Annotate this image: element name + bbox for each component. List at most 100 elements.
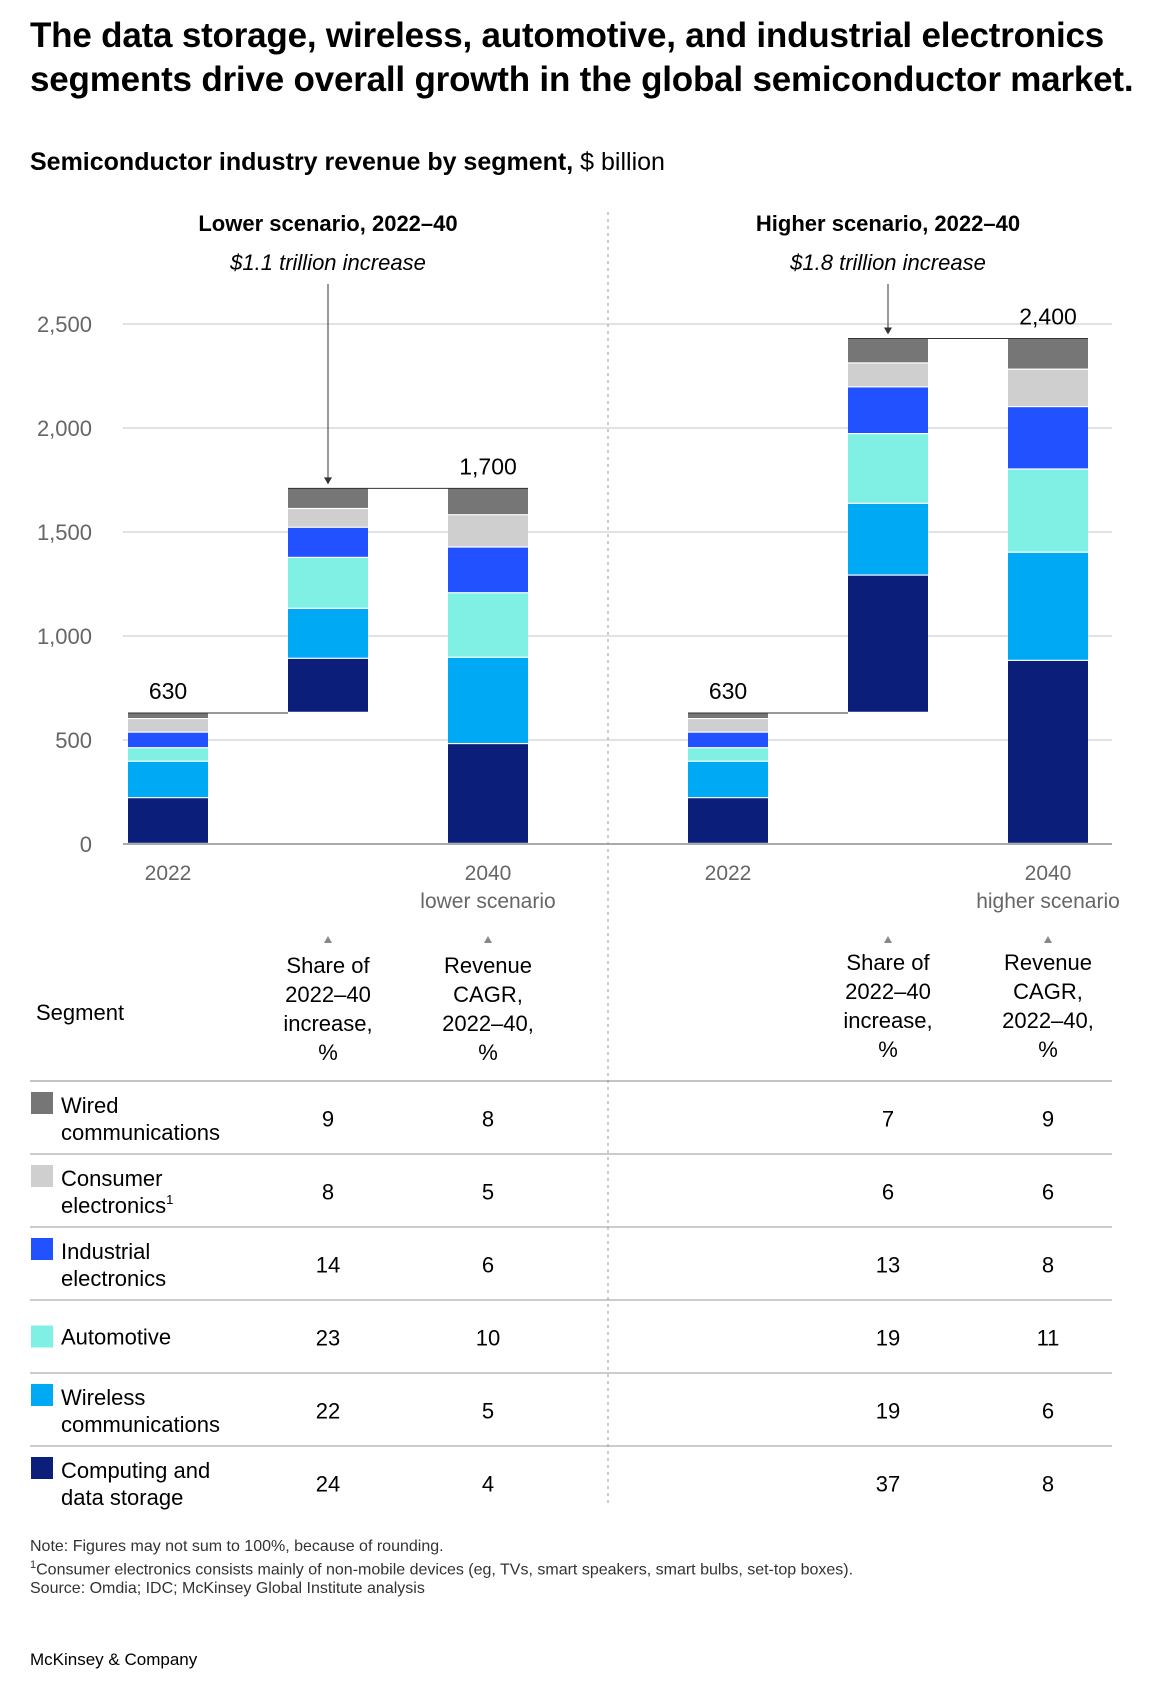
legend-swatch-automotive xyxy=(31,1325,53,1348)
bar-segment-automotive xyxy=(128,748,208,761)
bar-segment-wired xyxy=(288,488,368,508)
x-tick-label: lower scenario xyxy=(420,890,555,913)
lower-cagr-value: 4 xyxy=(482,1472,494,1497)
higher-cagr-value: 11 xyxy=(1037,1326,1060,1351)
lower-cagr-value: 5 xyxy=(482,1180,494,1205)
segment-label: Consumer xyxy=(61,1166,162,1191)
bar-segment-automotive xyxy=(1008,469,1088,552)
lower-cagr-value: 6 xyxy=(482,1253,494,1278)
bar-segment-consumer xyxy=(688,719,768,732)
higher-share-value: 19 xyxy=(876,1326,900,1351)
bar-segment-wired xyxy=(448,488,528,515)
segment-label: communications xyxy=(61,1120,220,1145)
segment-header: Segment xyxy=(36,1000,124,1025)
bar-segment-industrial xyxy=(448,547,528,593)
cagr-header-line: Revenue xyxy=(444,953,532,978)
segment-label: data storage xyxy=(61,1485,183,1510)
bar-segment-automotive xyxy=(448,593,528,657)
lower-cagr-value: 10 xyxy=(476,1326,500,1351)
lower-share-value: 24 xyxy=(316,1472,340,1497)
cagr-header-line: % xyxy=(1038,1037,1058,1062)
panel-header: Lower scenario, 2022–40 xyxy=(198,211,457,236)
footnote-mark: 1 xyxy=(30,1559,37,1571)
x-tick-label: 2022 xyxy=(705,862,752,885)
segment-label: Wired xyxy=(61,1093,118,1118)
higher-share-value: 13 xyxy=(876,1253,900,1278)
bar-segment-industrial xyxy=(688,732,768,748)
y-tick-label: 2,500 xyxy=(37,312,92,337)
bar-segment-industrial xyxy=(848,387,928,434)
column-marker-icon xyxy=(1044,936,1052,943)
cagr-header-line: CAGR, xyxy=(453,982,523,1007)
legend-swatch-wired xyxy=(31,1092,53,1114)
x-tick-label: 2040 xyxy=(1025,862,1072,885)
lower-share-value: 14 xyxy=(316,1253,340,1278)
footnote: 1Consumer electronics consists mainly of… xyxy=(30,1559,853,1579)
bar-segment-automotive xyxy=(688,748,768,761)
bar-segment-consumer xyxy=(128,719,208,732)
bar-segment-computing xyxy=(848,575,928,712)
bar-segment-consumer xyxy=(288,509,368,527)
higher-cagr-value: 8 xyxy=(1042,1253,1054,1278)
bar-segment-wireless xyxy=(448,657,528,743)
column-marker-icon xyxy=(484,936,492,943)
bar-segment-computing xyxy=(448,744,528,843)
bar-segment-wireless xyxy=(688,761,768,798)
segment-label: electronics1 xyxy=(61,1192,173,1218)
bar-segment-computing xyxy=(1008,660,1088,843)
share-header-line: Share of xyxy=(846,950,930,975)
lower-share-value: 23 xyxy=(316,1326,340,1351)
x-tick-label: higher scenario xyxy=(976,890,1120,913)
bar-segment-wireless xyxy=(128,761,208,798)
bar-total-label: 1,700 xyxy=(459,453,517,479)
increase-label: $1.1 trillion increase xyxy=(229,250,426,275)
legend-swatch-computing xyxy=(31,1457,53,1479)
higher-share-value: 6 xyxy=(882,1180,894,1205)
higher-cagr-value: 9 xyxy=(1042,1107,1054,1132)
y-tick-label: 0 xyxy=(80,832,92,857)
legend-swatch-wireless xyxy=(31,1384,53,1406)
higher-share-value: 37 xyxy=(876,1472,900,1497)
cagr-header-line: Revenue xyxy=(1004,950,1092,975)
bar-segment-computing xyxy=(288,658,368,712)
bar-segment-industrial xyxy=(128,732,208,748)
bar-segment-computing xyxy=(128,798,208,843)
bar-segment-automotive xyxy=(848,434,928,503)
segment-label: Computing and xyxy=(61,1458,210,1483)
chart-title: The data storage, wireless, automotive, … xyxy=(30,16,1134,99)
share-header-line: % xyxy=(318,1040,338,1065)
cagr-header-line: 2022–40, xyxy=(442,1011,534,1036)
bar-total-label: 630 xyxy=(149,678,187,704)
bar-segment-wired xyxy=(128,712,208,718)
lower-share-value: 8 xyxy=(322,1180,334,1205)
y-tick-label: 2,000 xyxy=(37,416,92,441)
legend-swatch-consumer xyxy=(31,1165,53,1187)
subtitle-bold: Semiconductor industry revenue by segmen… xyxy=(30,148,574,176)
bar-total-label: 630 xyxy=(709,678,747,704)
bar-segment-wireless xyxy=(288,608,368,658)
x-tick-label: 2022 xyxy=(145,862,192,885)
higher-share-value: 7 xyxy=(882,1107,894,1132)
bar-segment-consumer xyxy=(448,515,528,547)
x-tick-label: 2040 xyxy=(465,862,512,885)
column-marker-icon xyxy=(324,936,332,943)
share-header-line: increase, xyxy=(283,1011,372,1036)
increase-arrow-head xyxy=(884,327,892,335)
segment-label: electronics xyxy=(61,1266,166,1291)
bar-total-label: 2,400 xyxy=(1019,304,1077,330)
cagr-header-line: % xyxy=(478,1040,498,1065)
cagr-header-line: CAGR, xyxy=(1013,979,1083,1004)
bar-segment-industrial xyxy=(1008,407,1088,469)
cagr-header-line: 2022–40, xyxy=(1002,1008,1094,1033)
column-marker-icon xyxy=(884,936,892,943)
bar-segment-wired xyxy=(848,338,928,363)
footnote-text: Consumer electronics consists mainly of … xyxy=(36,1561,854,1579)
note: Note: Figures may not sum to 100%, becau… xyxy=(30,1538,444,1555)
bar-segment-computing xyxy=(688,798,768,843)
bar-segment-wired xyxy=(1008,338,1088,369)
higher-share-value: 19 xyxy=(876,1399,900,1424)
bar-segment-wireless xyxy=(1008,552,1088,660)
bar-segment-industrial xyxy=(288,527,368,557)
y-tick-label: 1,500 xyxy=(37,520,92,545)
